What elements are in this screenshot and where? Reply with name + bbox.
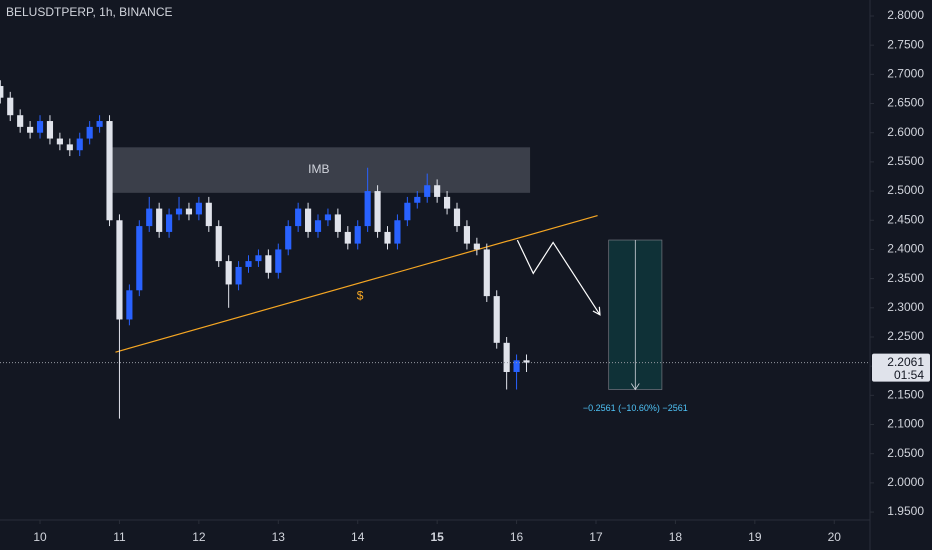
candle-body bbox=[235, 266, 242, 285]
candle-body bbox=[463, 226, 471, 244]
y-tick-label: 2.5500 bbox=[887, 154, 924, 168]
candle-body bbox=[17, 115, 24, 127]
candle-body bbox=[175, 208, 183, 215]
last-price-tag bbox=[872, 353, 930, 382]
dollar-label: $ bbox=[357, 288, 364, 302]
x-tick-label: 13 bbox=[272, 530, 286, 544]
candle-body bbox=[334, 214, 341, 232]
projection-arrow-head bbox=[592, 306, 601, 316]
y-tick-label: 2.2500 bbox=[887, 329, 924, 343]
y-tick-label: 2.3000 bbox=[887, 300, 924, 314]
candle-body bbox=[404, 202, 411, 221]
candle-body bbox=[36, 121, 44, 133]
y-tick-label: 2.1000 bbox=[887, 417, 924, 431]
candle-body bbox=[374, 191, 381, 232]
candle-body bbox=[265, 255, 272, 273]
candle-body bbox=[453, 208, 461, 227]
candle-body bbox=[493, 296, 500, 343]
y-tick-label: 2.3500 bbox=[887, 271, 924, 285]
candle-body bbox=[473, 243, 480, 250]
candle-body bbox=[424, 185, 431, 197]
candle-body bbox=[483, 249, 490, 297]
last-price-label: 2.2061 bbox=[887, 355, 924, 369]
position-label: −0.2561 (−10.60%) −2561 bbox=[583, 403, 688, 413]
y-tick-label: 2.8000 bbox=[887, 8, 924, 22]
candle-body bbox=[195, 202, 202, 215]
countdown-label: 01:54 bbox=[894, 368, 924, 382]
candle-body bbox=[225, 261, 232, 285]
candle-body bbox=[96, 121, 103, 127]
imb-zone bbox=[107, 147, 531, 193]
candle-body bbox=[136, 226, 143, 291]
candle-body bbox=[523, 360, 530, 363]
x-tick-label: 10 bbox=[33, 530, 47, 544]
x-tick-label: 17 bbox=[589, 530, 603, 544]
y-tick-label: 2.1500 bbox=[887, 388, 924, 402]
y-tick-label: 2.4000 bbox=[887, 242, 924, 256]
x-tick-label: 12 bbox=[192, 530, 206, 544]
position-arrow-head bbox=[630, 383, 640, 391]
chart-title: BELUSDTPERP, 1h, BINANCE bbox=[6, 5, 173, 19]
y-tick-label: 2.0500 bbox=[887, 446, 924, 460]
candle-body bbox=[156, 208, 163, 232]
y-tick-label: 2.6000 bbox=[887, 125, 924, 139]
candle-body bbox=[245, 261, 252, 267]
candle-body bbox=[56, 138, 63, 145]
y-tick-label: 2.5000 bbox=[887, 183, 924, 197]
candle-body bbox=[106, 121, 113, 221]
candle-body bbox=[414, 196, 421, 203]
candle-body bbox=[275, 249, 282, 273]
candle-body bbox=[166, 214, 173, 232]
x-tick-label: 14 bbox=[351, 530, 365, 544]
candle-body bbox=[354, 226, 361, 244]
candle-body bbox=[434, 185, 441, 197]
y-tick-label: 1.9500 bbox=[887, 504, 924, 518]
candle-body bbox=[146, 208, 153, 227]
candle-body bbox=[324, 214, 332, 221]
candle-body bbox=[384, 231, 391, 244]
candle-body bbox=[394, 220, 401, 244]
candle-body bbox=[46, 121, 54, 139]
x-tick-label: 11 bbox=[113, 530, 126, 544]
candle-body bbox=[7, 97, 14, 116]
x-tick-label: 18 bbox=[669, 530, 683, 544]
candle-body bbox=[205, 202, 212, 227]
candle-body bbox=[76, 138, 83, 151]
candle-body bbox=[86, 126, 93, 139]
candle-body bbox=[344, 231, 351, 244]
candle-body bbox=[185, 208, 193, 215]
candle-body bbox=[126, 290, 133, 320]
candle-body bbox=[285, 226, 292, 250]
candle-body bbox=[295, 208, 302, 227]
candle-body bbox=[215, 226, 222, 262]
candle-body bbox=[314, 220, 322, 232]
x-tick-label: 16 bbox=[510, 530, 524, 544]
candle-body bbox=[255, 255, 262, 262]
candle-body bbox=[27, 126, 34, 133]
y-tick-label: 2.0000 bbox=[887, 475, 924, 489]
candle-body bbox=[443, 196, 451, 209]
x-tick-label: 19 bbox=[748, 530, 762, 544]
candle-body bbox=[305, 208, 312, 232]
x-tick-label: 20 bbox=[828, 530, 842, 544]
trend-line bbox=[115, 215, 598, 353]
candle-body bbox=[66, 144, 73, 151]
candle-body bbox=[116, 220, 123, 320]
y-tick-label: 2.7000 bbox=[887, 67, 924, 81]
y-tick-label: 2.7500 bbox=[887, 37, 924, 51]
projection-path bbox=[516, 239, 601, 316]
y-tick-label: 2.6500 bbox=[887, 96, 924, 110]
candle-body bbox=[503, 342, 510, 372]
y-tick-label: 2.4500 bbox=[887, 212, 924, 226]
candle-body bbox=[0, 86, 4, 98]
imb-label: IMB bbox=[308, 162, 329, 176]
candle-body bbox=[364, 191, 371, 227]
x-tick-label: 15 bbox=[430, 530, 444, 544]
candle-body bbox=[513, 360, 520, 372]
